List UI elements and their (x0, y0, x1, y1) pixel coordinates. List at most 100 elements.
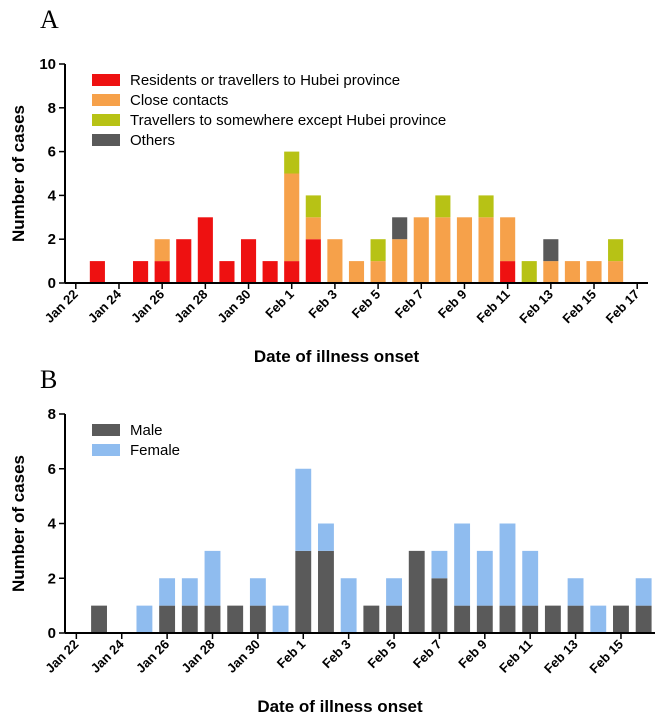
y-axis-title: Number of cases (9, 455, 28, 592)
bar-segment (159, 605, 176, 634)
x-tick-label: Feb 11 (474, 287, 513, 326)
bar-segment (348, 261, 365, 283)
bar-segment (431, 578, 448, 633)
bar-segment (435, 195, 451, 218)
bar-segment (499, 523, 516, 606)
y-tick-label: 0 (48, 625, 56, 642)
bar-segment (305, 217, 321, 240)
y-tick-label: 8 (48, 406, 56, 423)
bar-segment (478, 195, 494, 218)
x-tick-label: Feb 3 (305, 287, 340, 322)
legend-label: Male (130, 422, 163, 439)
bar-segment (544, 605, 561, 634)
x-tick-label: Feb 11 (496, 637, 535, 676)
bar-segment (522, 550, 539, 606)
bar-segment (392, 239, 408, 283)
y-tick-label: 4 (48, 516, 57, 533)
x-tick-label: Jan 28 (178, 637, 217, 676)
bar-segment (392, 217, 408, 240)
bar-segment (586, 261, 602, 283)
bar-segment (219, 261, 235, 283)
x-tick-label: Feb 15 (586, 637, 626, 677)
y-axis-title: Number of cases (9, 105, 28, 242)
x-tick-label: Jan 22 (42, 637, 81, 676)
panel-a-chart: A 0 2 4 6 8 10 Jan 22 Jan 24 Jan 26 Jan 28 Jan 30 Fe… (9, 5, 648, 366)
bar-segment (249, 605, 266, 634)
x-axis-title: Date of illness onset (257, 697, 423, 716)
x-tick-label: Feb 5 (365, 637, 400, 672)
legend-label: Female (130, 442, 180, 459)
legend-label: Residents or travellers to Hubei provinc… (130, 72, 400, 89)
bar-segment (227, 605, 244, 634)
bar-segment (567, 578, 584, 606)
x-tick-label: Jan 28 (171, 287, 210, 326)
x-tick-label: Feb 13 (541, 637, 581, 677)
bar-segment (318, 523, 334, 551)
bar-segment (154, 261, 170, 283)
bar-segment (204, 550, 221, 606)
x-tick-label: Feb 1 (262, 287, 297, 322)
legend-swatch (92, 444, 120, 456)
y-tick-label: 2 (48, 231, 56, 248)
x-tick-label: Feb 5 (349, 287, 384, 322)
bar-segment (386, 605, 402, 634)
bar-segment (284, 173, 300, 262)
x-tick-label: Feb 7 (392, 287, 427, 322)
bar-segment (500, 217, 516, 262)
x-tick-label: Jan 26 (133, 637, 172, 676)
bar-segment (295, 468, 312, 551)
y-tick-label: 6 (48, 144, 56, 161)
bar-segment (613, 605, 629, 634)
y-tick-label: 2 (48, 570, 56, 587)
panel-b-chart: B 0 2 4 6 8 Jan 22 Jan 24 Jan 26 Jan 28 Jan 30 Feb … (9, 365, 655, 716)
bar-segment (295, 550, 312, 634)
bar-segment (370, 261, 386, 283)
legend-swatch (92, 94, 120, 106)
legend: Residents or travellers to Hubei provinc… (92, 72, 446, 149)
bar-segment (340, 578, 357, 633)
y-tick-label: 8 (48, 100, 56, 117)
bar-segment (305, 239, 321, 283)
legend-swatch (92, 114, 120, 126)
x-tick-label: Feb 9 (435, 287, 470, 322)
bar-segment (284, 261, 300, 283)
x-tick-label: Jan 26 (128, 287, 167, 326)
bar-segment (386, 578, 402, 606)
x-tick-label: Feb 1 (274, 637, 309, 672)
bar-segment (476, 605, 493, 634)
bar-segment (91, 605, 107, 634)
legend-label: Travellers to somewhere except Hubei pro… (130, 112, 446, 129)
x-tick-label: Feb 7 (410, 637, 445, 672)
bar-segment (521, 261, 537, 283)
bar-segment (454, 523, 471, 606)
bar-segment (431, 550, 448, 579)
bar-segment (181, 605, 198, 634)
bar-segment (635, 578, 652, 606)
bar-segment (272, 605, 289, 634)
bar-segment (543, 261, 559, 283)
bar-segment (499, 605, 516, 634)
x-axis-title: Date of illness onset (254, 347, 420, 366)
panel-label: B (40, 365, 57, 394)
bar-segment (413, 217, 429, 283)
bar-segment (608, 261, 624, 283)
legend-label: Close contacts (130, 92, 228, 109)
bar-segment (370, 239, 386, 262)
bar-segment (305, 195, 321, 218)
x-tick-label: Feb 9 (455, 637, 490, 672)
x-tick-label: Jan 24 (88, 636, 128, 676)
legend-label: Others (130, 132, 175, 149)
bar-segment (159, 578, 176, 606)
bar-segment (608, 239, 624, 262)
bar-segment (197, 217, 213, 283)
bar-segment (543, 239, 559, 262)
x-tick-label: Jan 24 (85, 286, 125, 326)
bar-segment (408, 550, 425, 634)
bar-segment (154, 239, 170, 262)
bar-segment (89, 261, 105, 283)
y-tick-label: 6 (48, 461, 56, 478)
bar-segment (249, 578, 266, 606)
bar-segment (435, 217, 451, 283)
bars-group (89, 151, 624, 283)
